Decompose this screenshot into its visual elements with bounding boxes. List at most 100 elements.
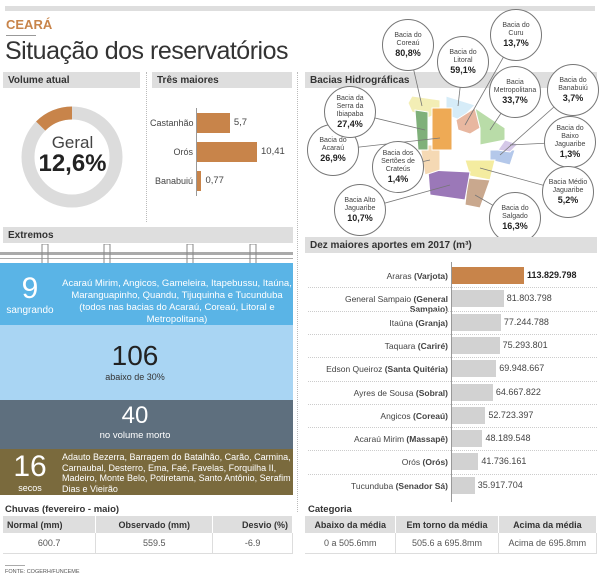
map-region [431,107,453,151]
map-region [414,109,429,151]
bar-label: General Sampaio (General Sampaio) [305,294,448,314]
bacia-name: Bacia Médio Jaguaribe [548,178,588,194]
bar [452,360,497,378]
page-title: Situação dos reservatórios [5,37,288,65]
bar-label: Castanhão [150,118,194,128]
city-name: (Coreaú) [413,410,448,421]
bacia-value: 3,7% [562,92,584,103]
bacia-value: 5,2% [557,194,579,205]
band-volume-morto [0,400,293,449]
cell-observado: 559.5 [95,533,214,554]
bar [197,113,230,133]
bar-value: 48.189.548 [485,433,531,444]
bacia-bubble: Bacia Alto Jaguaribe 10,7% [334,184,386,236]
gridline [308,380,597,382]
city-name: (Santa Quitéria) [384,364,448,375]
sangrando-list: Acaraú Mirim, Angicos, Gameleira, Itapeb… [62,278,292,325]
abaixo-label: abaixo de 30% [105,372,165,382]
cell-desvio: -6.9 [212,533,293,554]
cell-abaixo: 0 a 505.6mm [305,533,397,554]
bacia-name: Bacia do Baixo Jaguaribe [554,124,586,148]
reservoir-name: Edson Queiroz [326,364,383,375]
reservoir-name: Itaúna [389,317,414,328]
bar-value: 64.667.822 [495,386,541,397]
band-abaixo-30 [0,325,293,400]
bacia-name: Bacia do Litoral [449,48,477,64]
tres-heading: Três maiores [152,72,292,88]
bacia-name: Bacia do Curu [502,21,530,37]
bacia-bubble: Bacia do Coreaú 80,8% [382,19,434,71]
bacia-name: Bacia Metropolitana [493,78,537,94]
top-rule [5,6,595,11]
divider [297,72,298,512]
bar-label: Orós (Orós) [305,457,448,467]
city-name: (Granja) [415,317,448,328]
col-normal: Normal (mm) [3,516,97,533]
bacia-value: 80,8% [395,47,421,58]
volume-donut [21,106,123,208]
reservoir-name: Taquara [384,340,416,351]
gridline [308,333,597,335]
bar [452,267,524,284]
bacia-name: Bacia da Serra da Ibiapaba [336,94,364,118]
bacia-name: Bacia do Coreaú [394,31,422,47]
bar [452,476,475,494]
reservoir-name: General Sampaio [344,294,412,305]
bacia-value: 27,4% [337,118,363,129]
city-name: (Senador Sá) [395,480,448,491]
col-torno: Em torno da média [395,516,499,533]
gridline [308,403,597,405]
bar-value: 41.736.161 [481,456,527,467]
bacias-map [332,34,574,219]
bacia-bubble: Bacia dos Sertões de Crateús 1,4% [372,141,424,193]
gridline [308,310,597,312]
bar-label: Edson Queiroz (Santa Quitéria) [305,364,448,374]
source: FONTE: COGERH/FUNCEME [5,569,80,575]
map-region [455,107,481,135]
bar-axis [196,108,197,196]
kicker-underline [6,35,36,36]
bacia-name: Bacia dos Sertões de Crateús [381,149,415,173]
bar-label: Itaúna (Granja) [305,318,448,328]
band-secos [0,449,293,495]
band-sangrando [0,263,293,325]
bar-value: 69.948.667 [499,363,545,374]
donut-value: 12,6% [38,150,107,177]
bacia-bubble: Bacia Médio Jaguaribe 5,2% [542,166,594,218]
col-acima: Acima da média [498,516,598,533]
bacia-value: 10,7% [347,212,373,223]
chuvas-heading: Chuvas (fevereiro - maio) [5,504,120,515]
city-name: (General Sampaio) [409,294,448,315]
divider [146,72,147,222]
bar-value: 35.917.704 [477,479,523,490]
donut-label: Geral [51,133,94,152]
bacia-name: Bacia do Banabuiú [558,76,588,92]
bar-label: Banabuiú [154,176,193,186]
kicker: CEARÁ [6,17,53,32]
secos-count: 16 [13,450,47,483]
bacia-bubble: Bacia Metropolitana 33,7% [489,66,541,118]
reservoir-name: Orós [401,457,421,468]
bacia-bubble: Bacia do Baixo Jaguaribe 1,3% [544,116,596,168]
bar [197,142,257,162]
bacia-bubble: Bacia do Acaraú 26,9% [307,124,359,176]
bar-label: Orós [173,147,193,157]
bar-label: Tucunduba (Senador Sá) [305,481,448,491]
gridline [308,450,597,452]
morto-count: 40 [121,402,149,429]
bacia-value: 13,7% [503,37,529,48]
gridline [308,357,597,359]
bacia-bubble: Bacia do Banabuiú 3,7% [547,64,599,116]
city-name: (Orós) [422,457,449,468]
gridline [308,473,597,475]
bacia-value: 1,3% [559,148,581,159]
aportes-heading: Dez maiores aportes em 2017 (m³) [305,237,597,253]
reservoir-name: Tucunduba [350,480,394,491]
bacia-name: Bacia Alto Jaguaribe [344,196,376,212]
bacia-value: 1,4% [387,173,409,184]
bar [452,430,483,448]
col-observado: Observado (mm) [95,516,214,533]
secos-label: secos [18,483,42,493]
city-name: (Cariré) [417,340,448,351]
bar-value: 10,41 [261,146,285,157]
